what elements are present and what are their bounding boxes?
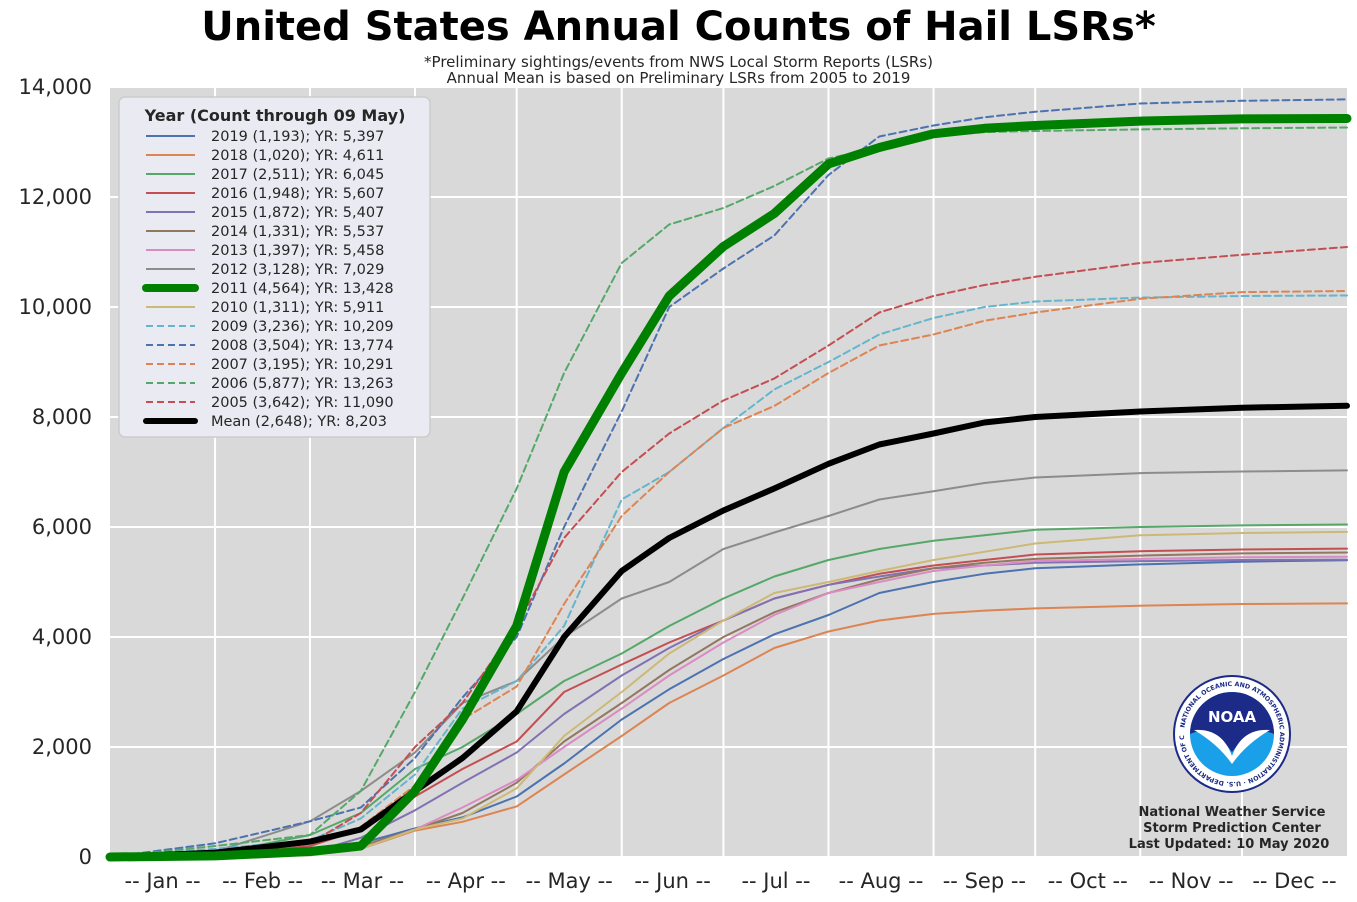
x-tick-label: -- Mar -- [321, 869, 404, 893]
y-tick-label: 12,000 [19, 185, 92, 209]
x-tick-label: -- Jun -- [634, 869, 710, 893]
x-tick-label: -- Aug -- [839, 869, 924, 893]
legend-entry: 2013 (1,397); YR: 5,458 [211, 243, 384, 259]
x-tick-label: -- Apr -- [426, 869, 506, 893]
y-tick-label: 0 [79, 845, 92, 869]
legend-entry: 2017 (2,511); YR: 6,045 [211, 167, 384, 183]
y-tick-label: 14,000 [19, 75, 92, 99]
series-line [109, 126, 1348, 858]
series-line [109, 530, 1348, 858]
series-line [105, 114, 1352, 862]
legend-entry: 2006 (5,877); YR: 13,263 [211, 376, 394, 392]
x-tick-label: -- Nov -- [1149, 869, 1234, 893]
x-tick-label: -- Sep -- [943, 869, 1026, 893]
y-tick-label: 10,000 [19, 295, 92, 319]
legend-entry: 2005 (3,642); YR: 11,090 [211, 395, 394, 411]
legend: Year (Count through 09 May) 2019 (1,193)… [118, 96, 431, 438]
noaa-logo: NOAA NATIONAL OCEANIC AND ATMOSPHERIC AD… [1173, 675, 1291, 793]
y-tick-label: 2,000 [32, 735, 92, 759]
y-tick-label: 6,000 [32, 515, 92, 539]
x-tick-label: -- Dec -- [1252, 869, 1336, 893]
x-axis: -- Jan -- -- Feb -- -- Mar -- -- Apr -- -- M… [125, 869, 1337, 893]
legend-entry: Mean (2,648); YR: 8,203 [211, 414, 387, 430]
legend-entry: 2008 (3,504); YR: 13,774 [211, 338, 394, 354]
series-line [109, 523, 1348, 858]
x-tick-label: -- Jul -- [741, 869, 810, 893]
legend-entry: 2016 (1,948); YR: 5,607 [211, 186, 384, 202]
logo-wordmark: NOAA [1208, 708, 1257, 726]
series-line [109, 98, 1348, 858]
legend-entry: 2009 (3,236); YR: 10,209 [211, 319, 394, 335]
series-line [107, 402, 1350, 860]
series-line [109, 246, 1348, 858]
legend-entry: 2019 (1,193); YR: 5,397 [211, 129, 384, 145]
legend-entry: 2018 (1,020); YR: 4,611 [211, 148, 384, 164]
x-tick-label: -- May -- [526, 869, 613, 893]
legend-entry: 2014 (1,331); YR: 5,537 [211, 224, 384, 240]
legend-items: 2019 (1,193); YR: 5,397 2018 (1,020); YR:… [142, 129, 394, 430]
x-tick-label: -- Oct -- [1048, 869, 1128, 893]
legend-title: Year (Count through 09 May) [144, 106, 406, 125]
legend-entry: 2015 (1,872); YR: 5,407 [211, 205, 384, 221]
x-tick-label: -- Jan -- [125, 869, 201, 893]
x-tick-label: -- Feb -- [222, 869, 303, 893]
chart-subtitle-line2: Annual Mean is based on Preliminary LSRs… [446, 69, 911, 87]
series-lines [105, 98, 1352, 862]
legend-entry: 2011 (4,564); YR: 13,428 [211, 281, 394, 297]
series-line [109, 551, 1348, 858]
credit-line3: Last Updated: 10 May 2020 [1129, 837, 1330, 852]
legend-box [118, 96, 431, 438]
logo-gull [1194, 729, 1270, 764]
legend-entry: 2010 (1,311); YR: 5,911 [211, 300, 384, 316]
chart-subtitle-line1: *Preliminary sightings/events from NWS L… [424, 53, 933, 71]
y-axis: 0 2,000 4,000 6,000 8,000 10,000 12,000 14,000 [19, 75, 92, 869]
y-tick-label: 8,000 [32, 405, 92, 429]
y-tick-label: 4,000 [32, 625, 92, 649]
credit-line1: National Weather Service [1139, 805, 1326, 820]
legend-entry: 2007 (3,195); YR: 10,291 [211, 357, 394, 373]
chart-title: United States Annual Counts of Hail LSRs… [201, 4, 1156, 50]
legend-entry: 2012 (3,128); YR: 7,029 [211, 262, 384, 278]
credit-line2: Storm Prediction Center [1143, 821, 1321, 836]
logo-top [1190, 692, 1274, 752]
series-line [109, 469, 1348, 858]
